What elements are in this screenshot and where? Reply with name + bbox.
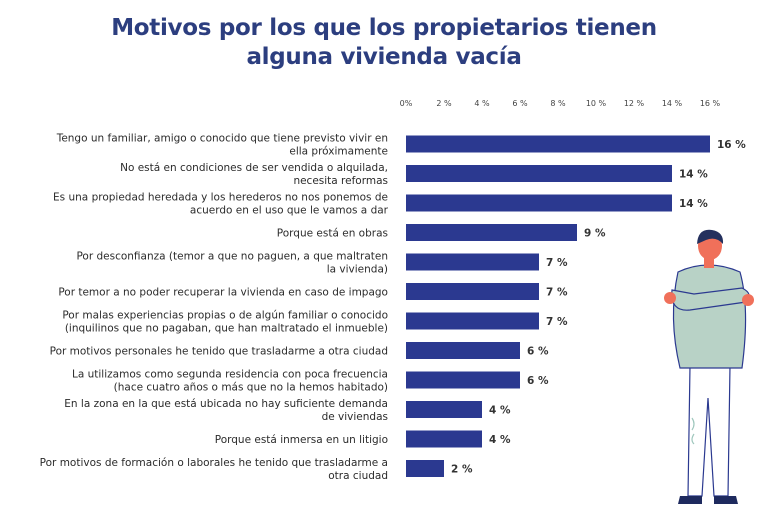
bar-value-label: 14 %	[679, 169, 708, 181]
bar	[406, 342, 520, 359]
bar	[406, 224, 577, 241]
bar	[406, 312, 539, 330]
category-label: Porque está en obras	[277, 228, 388, 240]
bar	[406, 283, 539, 300]
figure-right-hand	[742, 294, 754, 306]
category-label: necesita reformas	[293, 175, 388, 187]
category-label: Por motivos personales he tenido que tra…	[50, 346, 388, 358]
bar-value-label: 9 %	[584, 228, 606, 240]
category-label: En la zona en la que está ubicada no hay…	[64, 398, 388, 410]
x-tick-label: 12 %	[624, 99, 645, 108]
bar	[406, 165, 672, 182]
x-tick-label: 2 %	[436, 99, 452, 108]
bar-value-label: 6 %	[527, 346, 549, 358]
bar	[406, 253, 539, 271]
figure-left-shoe	[678, 496, 702, 504]
chart-title: Motivos por los que los propietarios tie…	[0, 14, 768, 72]
category-label: Por motivos de formación o laborales he …	[40, 457, 388, 469]
figure-legs	[687, 365, 731, 497]
bar	[406, 371, 520, 389]
x-tick-label: 8 %	[550, 99, 566, 108]
bar	[406, 460, 444, 477]
bar-value-label: 6 %	[527, 375, 549, 387]
bar	[406, 135, 710, 153]
category-label: Es una propiedad heredada y los heredero…	[53, 192, 388, 204]
bar-value-label: 7 %	[546, 316, 568, 328]
category-label: Por malas experiencias propias o de algú…	[62, 310, 388, 322]
bar-value-label: 16 %	[717, 139, 746, 151]
figure-left-hand	[664, 292, 676, 304]
category-label: ella próximamente	[289, 146, 388, 158]
bar-value-label: 14 %	[679, 198, 708, 210]
bar-value-label: 7 %	[546, 287, 568, 299]
bar-value-label: 2 %	[451, 464, 473, 476]
figure-torso	[672, 264, 747, 369]
bar	[406, 401, 482, 418]
figure-hair	[697, 229, 724, 244]
person-illustration	[664, 229, 754, 504]
bar	[406, 194, 672, 212]
x-tick-label: 16 %	[700, 99, 721, 108]
category-label: Tengo un familiar, amigo o conocido que …	[56, 133, 388, 145]
bar-value-label: 4 %	[489, 434, 511, 446]
category-label: Por temor a no poder recuperar la vivien…	[58, 287, 388, 299]
x-tick-label: 14 %	[662, 99, 683, 108]
category-label: Por desconfianza (temor a que no paguen,…	[76, 251, 388, 263]
category-label: (inquilinos que no pagaban, que han malt…	[65, 323, 388, 335]
bar	[406, 430, 482, 448]
x-tick-label: 10 %	[586, 99, 607, 108]
category-label: No está en condiciones de ser vendida o …	[120, 162, 388, 174]
category-label: otra ciudad	[328, 470, 388, 482]
category-label: acuerdo en el uso que le vamos a dar	[190, 205, 389, 217]
x-tick-label: 4 %	[474, 99, 490, 108]
figure-right-shoe	[714, 496, 738, 504]
x-tick-label: 6 %	[512, 99, 528, 108]
category-label: (hace cuatro años o más que no la hemos …	[114, 382, 388, 394]
category-label: La utilizamos como segunda residencia co…	[72, 369, 388, 381]
category-label: la vivienda)	[327, 264, 388, 276]
category-label: de viviendas	[322, 411, 388, 423]
bar-value-label: 7 %	[546, 257, 568, 269]
x-tick-label: 0%	[400, 99, 413, 108]
chart-title-line-1: Motivos por los que los propietarios tie…	[111, 15, 657, 41]
category-label: Porque está inmersa en un litigio	[215, 434, 388, 446]
chart-title-line-2: alguna vivienda vacía	[246, 44, 522, 70]
bar-value-label: 4 %	[489, 405, 511, 417]
